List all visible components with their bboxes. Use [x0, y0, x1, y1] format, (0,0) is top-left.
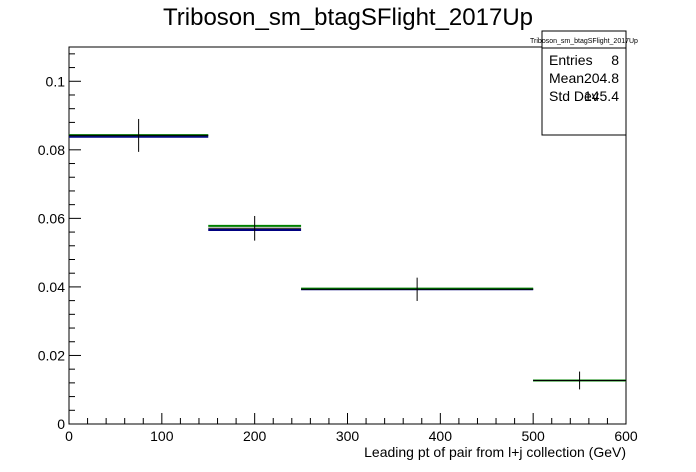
x-tick-label: 200 [243, 428, 267, 444]
x-tick-label: 100 [150, 428, 174, 444]
stats-value: 204.8 [584, 70, 619, 86]
y-tick-label: 0.1 [46, 73, 66, 89]
stats-label: Entries [549, 52, 593, 68]
y-tick-label: 0 [57, 416, 65, 432]
y-tick-label: 0.02 [38, 347, 65, 363]
stats-label: Std Dev [549, 88, 599, 104]
stats-value: 145.4 [584, 88, 619, 104]
x-axis-label: Leading pt of pair from l+j collection (… [364, 444, 626, 460]
x-tick-label: 600 [614, 428, 638, 444]
stats-value: 8 [611, 52, 619, 68]
y-tick-label: 0.04 [38, 279, 65, 295]
x-tick-label: 300 [336, 428, 360, 444]
x-tick-label: 500 [521, 428, 545, 444]
stats-box: Triboson_sm_btagSFlight_2017Up Entries 8 Me… [530, 30, 638, 136]
axes: 0 100 200 300 400 500 600 0 0.02 0.04 0.06 0.08 0.1 [38, 46, 638, 444]
x-tick-label: 0 [65, 428, 73, 444]
stats-label: Mean [549, 70, 584, 86]
chart-title: Triboson_sm_btagSFlight_2017Up [163, 4, 533, 31]
x-tick-label: 400 [429, 428, 453, 444]
y-tick-label: 0.06 [38, 210, 65, 226]
y-tick-label: 0.08 [38, 142, 65, 158]
stats-box-title: Triboson_sm_btagSFlight_2017Up [530, 38, 638, 45]
series-layer [69, 118, 626, 390]
